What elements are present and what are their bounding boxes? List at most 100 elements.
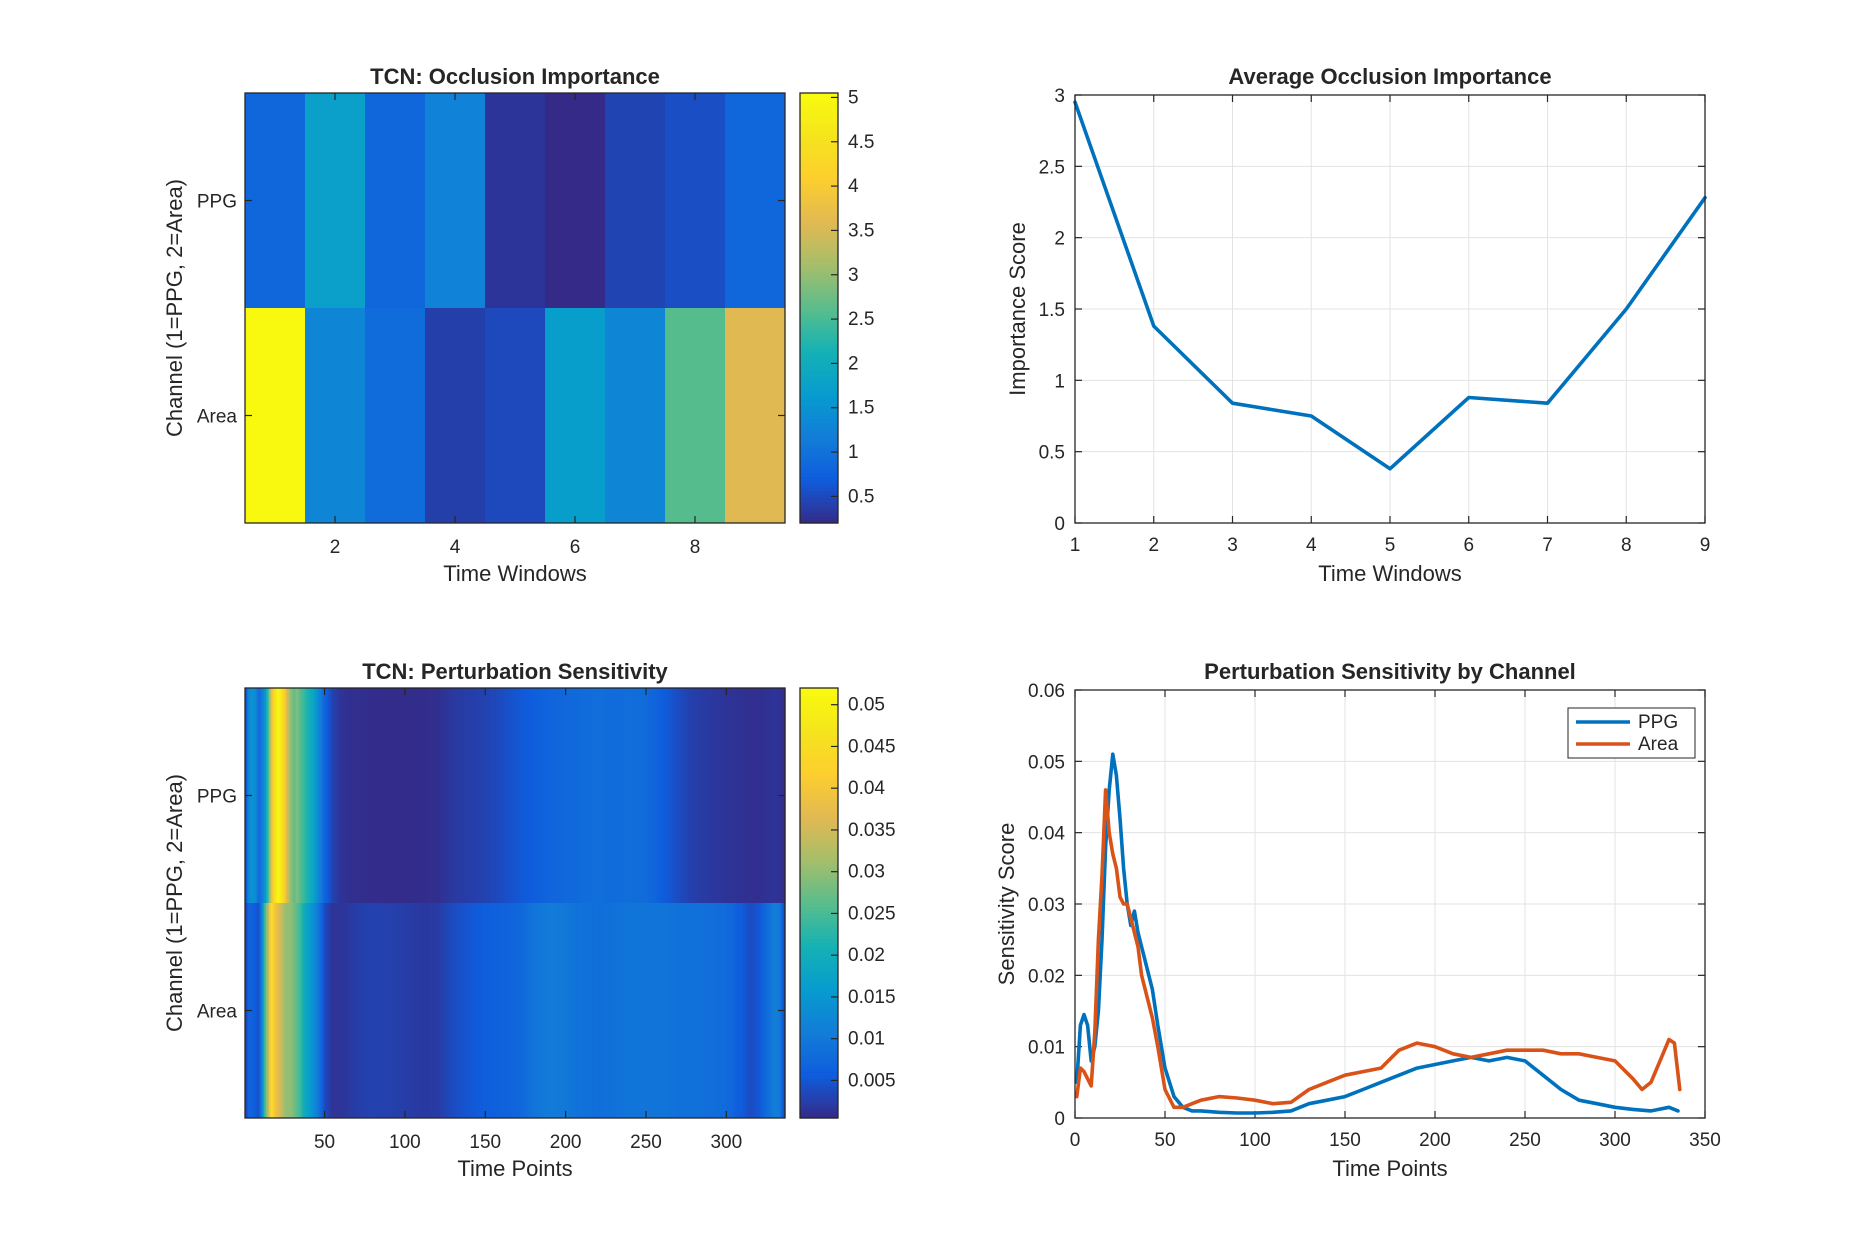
- heatmap-cell: [537, 688, 540, 904]
- heatmap-cell: [696, 688, 699, 904]
- heatmap-cell: [291, 688, 294, 904]
- heatmap-cell: [437, 903, 441, 1119]
- heatmap-cell: [343, 688, 346, 904]
- heatmap-cell: [344, 903, 347, 1119]
- heatmap-cell: [654, 903, 658, 1119]
- heatmap-cell: [587, 903, 590, 1119]
- colorbar-segment: [800, 490, 838, 495]
- heatmap-cell: [535, 688, 539, 904]
- heatmap-cell: [736, 688, 739, 904]
- heatmap-cell: [693, 903, 696, 1119]
- x-tick-label: 50: [1154, 1130, 1175, 1151]
- heatmap-cell: [767, 903, 770, 1119]
- heatmap-cell: [593, 688, 596, 904]
- heatmap-cell: [773, 688, 776, 904]
- heatmap-cell: [360, 903, 363, 1119]
- heatmap-cell: [531, 903, 534, 1119]
- heatmap-cell: [465, 688, 468, 904]
- colorbar-segment: [800, 282, 838, 288]
- colorbar-segment: [800, 340, 838, 345]
- x-tick-label: 250: [1509, 1130, 1541, 1151]
- heatmap-cell: [767, 688, 770, 904]
- heatmap-cell: [304, 903, 307, 1119]
- colorbar-segment: [800, 411, 838, 417]
- heatmap-cell: [510, 903, 513, 1119]
- heatmap-cell: [383, 688, 386, 904]
- heatmap-cell: [357, 903, 360, 1119]
- heatmap-cell: [765, 688, 768, 904]
- heatmap-cell: [257, 688, 261, 904]
- colorbar-segment: [800, 1039, 838, 1044]
- colorbar-segment: [800, 494, 838, 499]
- heatmap-cell: [478, 688, 481, 904]
- colorbar-segment: [800, 931, 838, 936]
- heatmap-cell: [439, 903, 442, 1119]
- heatmap-cell: [699, 688, 703, 904]
- heatmap-cell: [686, 903, 690, 1119]
- heatmap-cell: [412, 903, 415, 1119]
- heatmap-cell: [442, 903, 445, 1119]
- y-tick-label: PPG: [197, 192, 237, 213]
- colorbar-segment: [800, 917, 838, 922]
- heatmap-cell: [407, 688, 410, 904]
- heatmap-cell: [645, 688, 648, 904]
- heatmap-cell: [556, 903, 559, 1119]
- colorbar-segment: [800, 207, 838, 212]
- heatmap-cell: [344, 688, 347, 904]
- heatmap-cell: [577, 688, 580, 904]
- heatmap-cell: [701, 688, 704, 904]
- y-axis-label: Channel (1=PPG, 2=Area): [162, 179, 187, 437]
- heatmap-cell: [389, 903, 392, 1119]
- heatmap-cell: [659, 688, 662, 904]
- colorbar-segment: [800, 437, 838, 442]
- heatmap-cell: [293, 903, 296, 1119]
- colorbar-segment: [800, 469, 838, 474]
- y-tick-label: 2: [1054, 229, 1065, 250]
- heatmap-cell: [368, 903, 371, 1119]
- heatmap-cell: [749, 688, 752, 904]
- colorbar-segment: [800, 942, 838, 947]
- heatmap-cell: [703, 688, 706, 904]
- heatmap-cell: [283, 903, 286, 1119]
- heatmap-cell: [489, 688, 492, 904]
- colorbar-segment: [800, 93, 838, 98]
- colorbar-segment: [800, 361, 838, 366]
- heatmap-cell: [425, 308, 486, 524]
- heatmap-cell: [288, 688, 291, 904]
- heatmap-cell: [445, 688, 449, 904]
- heatmap-cell: [363, 688, 367, 904]
- heatmap-cell: [765, 903, 768, 1119]
- heatmap-cell: [764, 688, 767, 904]
- heatmap-cell: [272, 903, 275, 1119]
- heatmap-cell: [563, 903, 566, 1119]
- colorbar-segment: [800, 365, 838, 370]
- heatmap-cell: [568, 688, 571, 904]
- heatmap-cell: [553, 903, 556, 1119]
- heatmap-cell: [543, 688, 547, 904]
- heatmap-cell: [582, 688, 585, 904]
- heatmap-cell: [603, 903, 606, 1119]
- heatmap-cell: [275, 903, 278, 1119]
- colorbar-tick-label: 0.005: [848, 1070, 896, 1091]
- heatmap-cell: [474, 688, 478, 904]
- colorbar-segment: [800, 150, 838, 155]
- colorbar-segment: [800, 698, 838, 703]
- heatmap-cell: [254, 688, 257, 904]
- heatmap-cell: [588, 903, 592, 1119]
- colorbar-segment: [800, 125, 838, 130]
- heatmap-cell: [455, 903, 458, 1119]
- colorbar-segment: [800, 243, 838, 248]
- heatmap-cell: [497, 688, 500, 904]
- colorbar-segment: [800, 386, 838, 392]
- heatmap-cell: [609, 688, 613, 904]
- heatmap-cell: [503, 903, 506, 1119]
- heatmap-cell: [323, 903, 326, 1119]
- heatmap-cell: [298, 903, 301, 1119]
- heatmap-cell: [579, 903, 582, 1119]
- x-tick-label: 7: [1542, 535, 1553, 556]
- heatmap-cell: [569, 688, 572, 904]
- heatmap-cell: [301, 688, 304, 904]
- heatmap-cell: [333, 903, 336, 1119]
- heatmap-cell: [373, 903, 376, 1119]
- heatmap-cell: [339, 903, 343, 1119]
